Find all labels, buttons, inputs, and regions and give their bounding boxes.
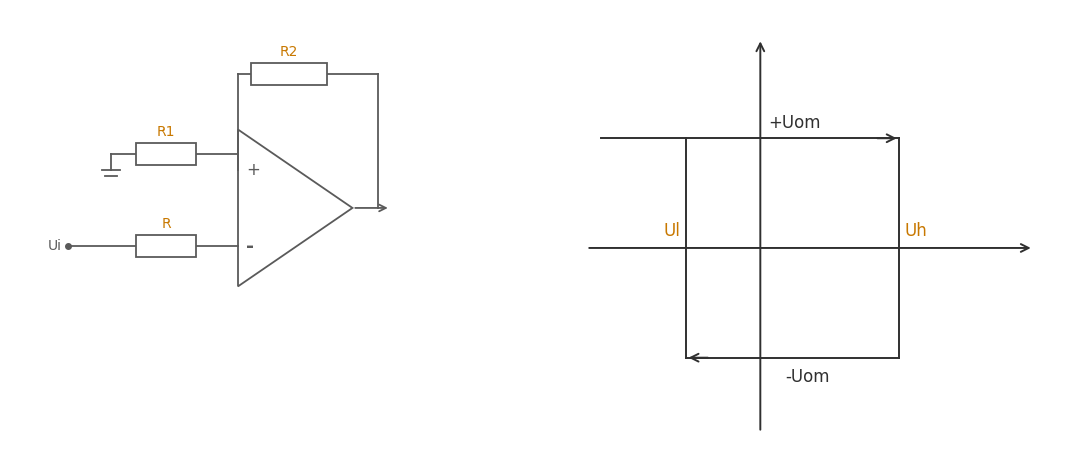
Text: Ul: Ul	[664, 222, 680, 241]
Text: R1: R1	[157, 125, 175, 139]
Bar	[251, 64, 327, 85]
Text: -Uom: -Uom	[785, 368, 829, 386]
Text: R2: R2	[280, 45, 298, 59]
Text: Ui: Ui	[49, 239, 62, 253]
Text: Uh: Uh	[904, 222, 927, 241]
Text: R: R	[161, 217, 171, 231]
Text: -: -	[246, 236, 255, 256]
Text: +Uom: +Uom	[768, 114, 821, 132]
Bar	[136, 143, 195, 165]
Text: +: +	[246, 161, 260, 179]
Bar	[136, 235, 195, 257]
